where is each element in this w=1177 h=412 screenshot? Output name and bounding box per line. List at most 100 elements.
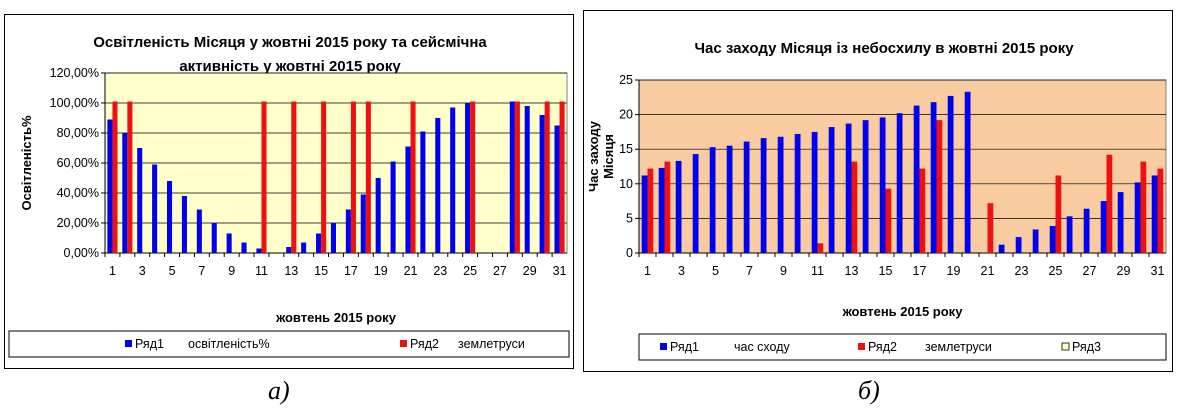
chart-b-bar-series2: [987, 203, 994, 253]
chart-b-bar-series1: [1083, 208, 1090, 253]
chart-a-x-tick-label: 27: [493, 264, 507, 278]
chart-b-bar-series1: [709, 147, 716, 253]
chart-b-bar-series1: [845, 123, 852, 253]
chart-a-panel: Освітленість Місяця у жовтні 2015 року т…: [4, 14, 574, 369]
chart-a-bar-series1: [107, 119, 113, 253]
chart-a-y-tick-label: 120,00%: [50, 66, 99, 80]
chart-b-legend-swatch-series1: [660, 343, 667, 350]
chart-b-x-tick-label: 1: [644, 264, 651, 278]
chart-b-x-tick-label: 3: [678, 264, 685, 278]
chart-a-bar-series1: [211, 223, 217, 253]
chart-a-bar-series2: [365, 101, 371, 253]
chart-a-bar-series1: [330, 223, 336, 253]
chart-a-bar-series1: [465, 103, 471, 253]
chart-b-x-tick-label: 17: [913, 264, 927, 278]
chart-b-bar-series1: [692, 154, 699, 253]
chart-a-y-tick-label: 60,00%: [57, 156, 99, 170]
chart-a-x-tick-label: 23: [433, 264, 447, 278]
chart-b-bar-series2: [1055, 175, 1062, 253]
chart-b-y-axis-label-line2: Місяця: [601, 134, 616, 179]
chart-a-bar-series2: [470, 101, 476, 253]
chart-b-y-tick-label: 5: [626, 211, 633, 225]
chart-b-y-tick-label: 25: [619, 73, 633, 87]
chart-b-legend-label-series2: землетруси: [925, 340, 992, 354]
chart-a-bar-series2: [559, 101, 565, 253]
chart-b-bar-series1: [811, 131, 818, 253]
chart-b-x-tick-label: 5: [712, 264, 719, 278]
chart-b-bar-series1: [930, 102, 937, 253]
chart-b-bar-series1: [726, 145, 733, 253]
chart-b-bar-series2: [936, 120, 943, 253]
chart-a-x-tick-label: 13: [284, 264, 298, 278]
chart-b-panel: Час заходу Місяця із небосхилу в жовтні …: [583, 10, 1173, 372]
chart-b-bar-series1: [1015, 237, 1022, 253]
chart-b-bar-series1: [658, 167, 665, 253]
chart-a-bar-series2: [514, 101, 520, 253]
chart-a-bar-series1: [524, 106, 530, 253]
chart-a-bar-series1: [554, 125, 560, 253]
chart-b-bar-series1: [743, 141, 750, 253]
chart-b-bar-series1: [828, 127, 835, 253]
chart-a-x-tick-label: 31: [553, 264, 567, 278]
chart-b-bar-series1: [998, 244, 1005, 253]
chart-a-bar-series2: [350, 101, 356, 253]
chart-a-bar-series1: [450, 107, 456, 253]
chart-b-bar-series1: [760, 138, 767, 253]
chart-b-x-tick-label: 9: [780, 264, 787, 278]
chart-a-bar-series1: [360, 194, 366, 253]
chart-b-x-tick-label: 11: [811, 264, 824, 278]
chart-a-bar-series1: [435, 118, 441, 253]
chart-a-bar-series1: [256, 248, 262, 253]
chart-a-bar-series1: [241, 242, 247, 253]
chart-b-bar-series1: [947, 95, 954, 253]
chart-a-legend-label-series2: землетруси: [458, 337, 525, 351]
chart-b-bar-series2: [1140, 161, 1147, 253]
chart-a-bar-series1: [405, 146, 411, 253]
chart-b-x-tick-label: 19: [947, 264, 961, 278]
chart-a-x-tick-label: 1: [109, 264, 116, 278]
chart-a-bar-series1: [181, 196, 187, 253]
chart-b-title: Час заходу Місяця із небосхилу в жовтні …: [694, 40, 1074, 57]
chart-a-x-tick-label: 3: [139, 264, 146, 278]
chart-a-bar-series2: [112, 101, 118, 253]
chart-a-y-tick-label: 0,00%: [64, 246, 99, 260]
caption-a: а): [268, 376, 290, 405]
chart-b-bar-series1: [862, 120, 869, 253]
chart-a-x-tick-label: 5: [169, 264, 176, 278]
chart-a-bar-series1: [166, 181, 173, 253]
chart-b-bar-series1: [641, 175, 648, 253]
chart-b-legend-swatch-series3: [1061, 342, 1070, 351]
chart-b-bar-series1: [1151, 175, 1158, 253]
chart-a-bar-series1: [345, 209, 351, 253]
chart-b-y-axis-label-line1: Час заходу: [586, 120, 601, 192]
chart-b-bar-series2: [1157, 168, 1164, 253]
chart-a-legend-name-series1: Ряд1: [135, 337, 164, 351]
chart-b-bar-series2: [851, 161, 858, 253]
chart-a-bar-series1: [196, 209, 202, 253]
chart-a-legend-name-series2: Ряд2: [410, 337, 439, 351]
chart-a-bar-series1: [375, 178, 381, 253]
chart-a-legend-label-series1: освітленість%: [188, 337, 270, 351]
chart-a-bar-series1: [152, 164, 158, 253]
chart-a-bar-series2: [544, 101, 550, 253]
chart-a-bar-series1: [226, 233, 232, 253]
chart-b-legend-label-series1: час сходу: [734, 340, 791, 354]
chart-b-bar-series1: [1134, 182, 1141, 253]
chart-a-legend-swatch-series2: [400, 340, 407, 347]
chart-b-bar-series1: [1032, 229, 1039, 253]
chart-b-y-tick-label: 20: [619, 108, 633, 122]
chart-b-bar-series1: [1117, 192, 1124, 253]
chart-b-bar-series2: [885, 188, 892, 253]
chart-b-bar-series1: [1100, 201, 1107, 253]
chart-a-x-tick-label: 15: [314, 264, 328, 278]
chart-a-y-tick-label: 100,00%: [50, 96, 99, 110]
chart-a-x-axis-label: жовтень 2015 року: [275, 310, 397, 325]
chart-a-bar-series1: [390, 161, 396, 253]
chart-b-x-tick-label: 25: [1049, 264, 1063, 278]
chart-b-y-tick-label: 10: [619, 177, 633, 191]
chart-b-bar-series1: [964, 91, 971, 253]
chart-b-x-tick-label: 13: [845, 264, 859, 278]
chart-b-bar-series1: [879, 117, 886, 253]
chart-b-bar-series2: [647, 168, 654, 253]
chart-b-bar-series1: [794, 133, 801, 253]
